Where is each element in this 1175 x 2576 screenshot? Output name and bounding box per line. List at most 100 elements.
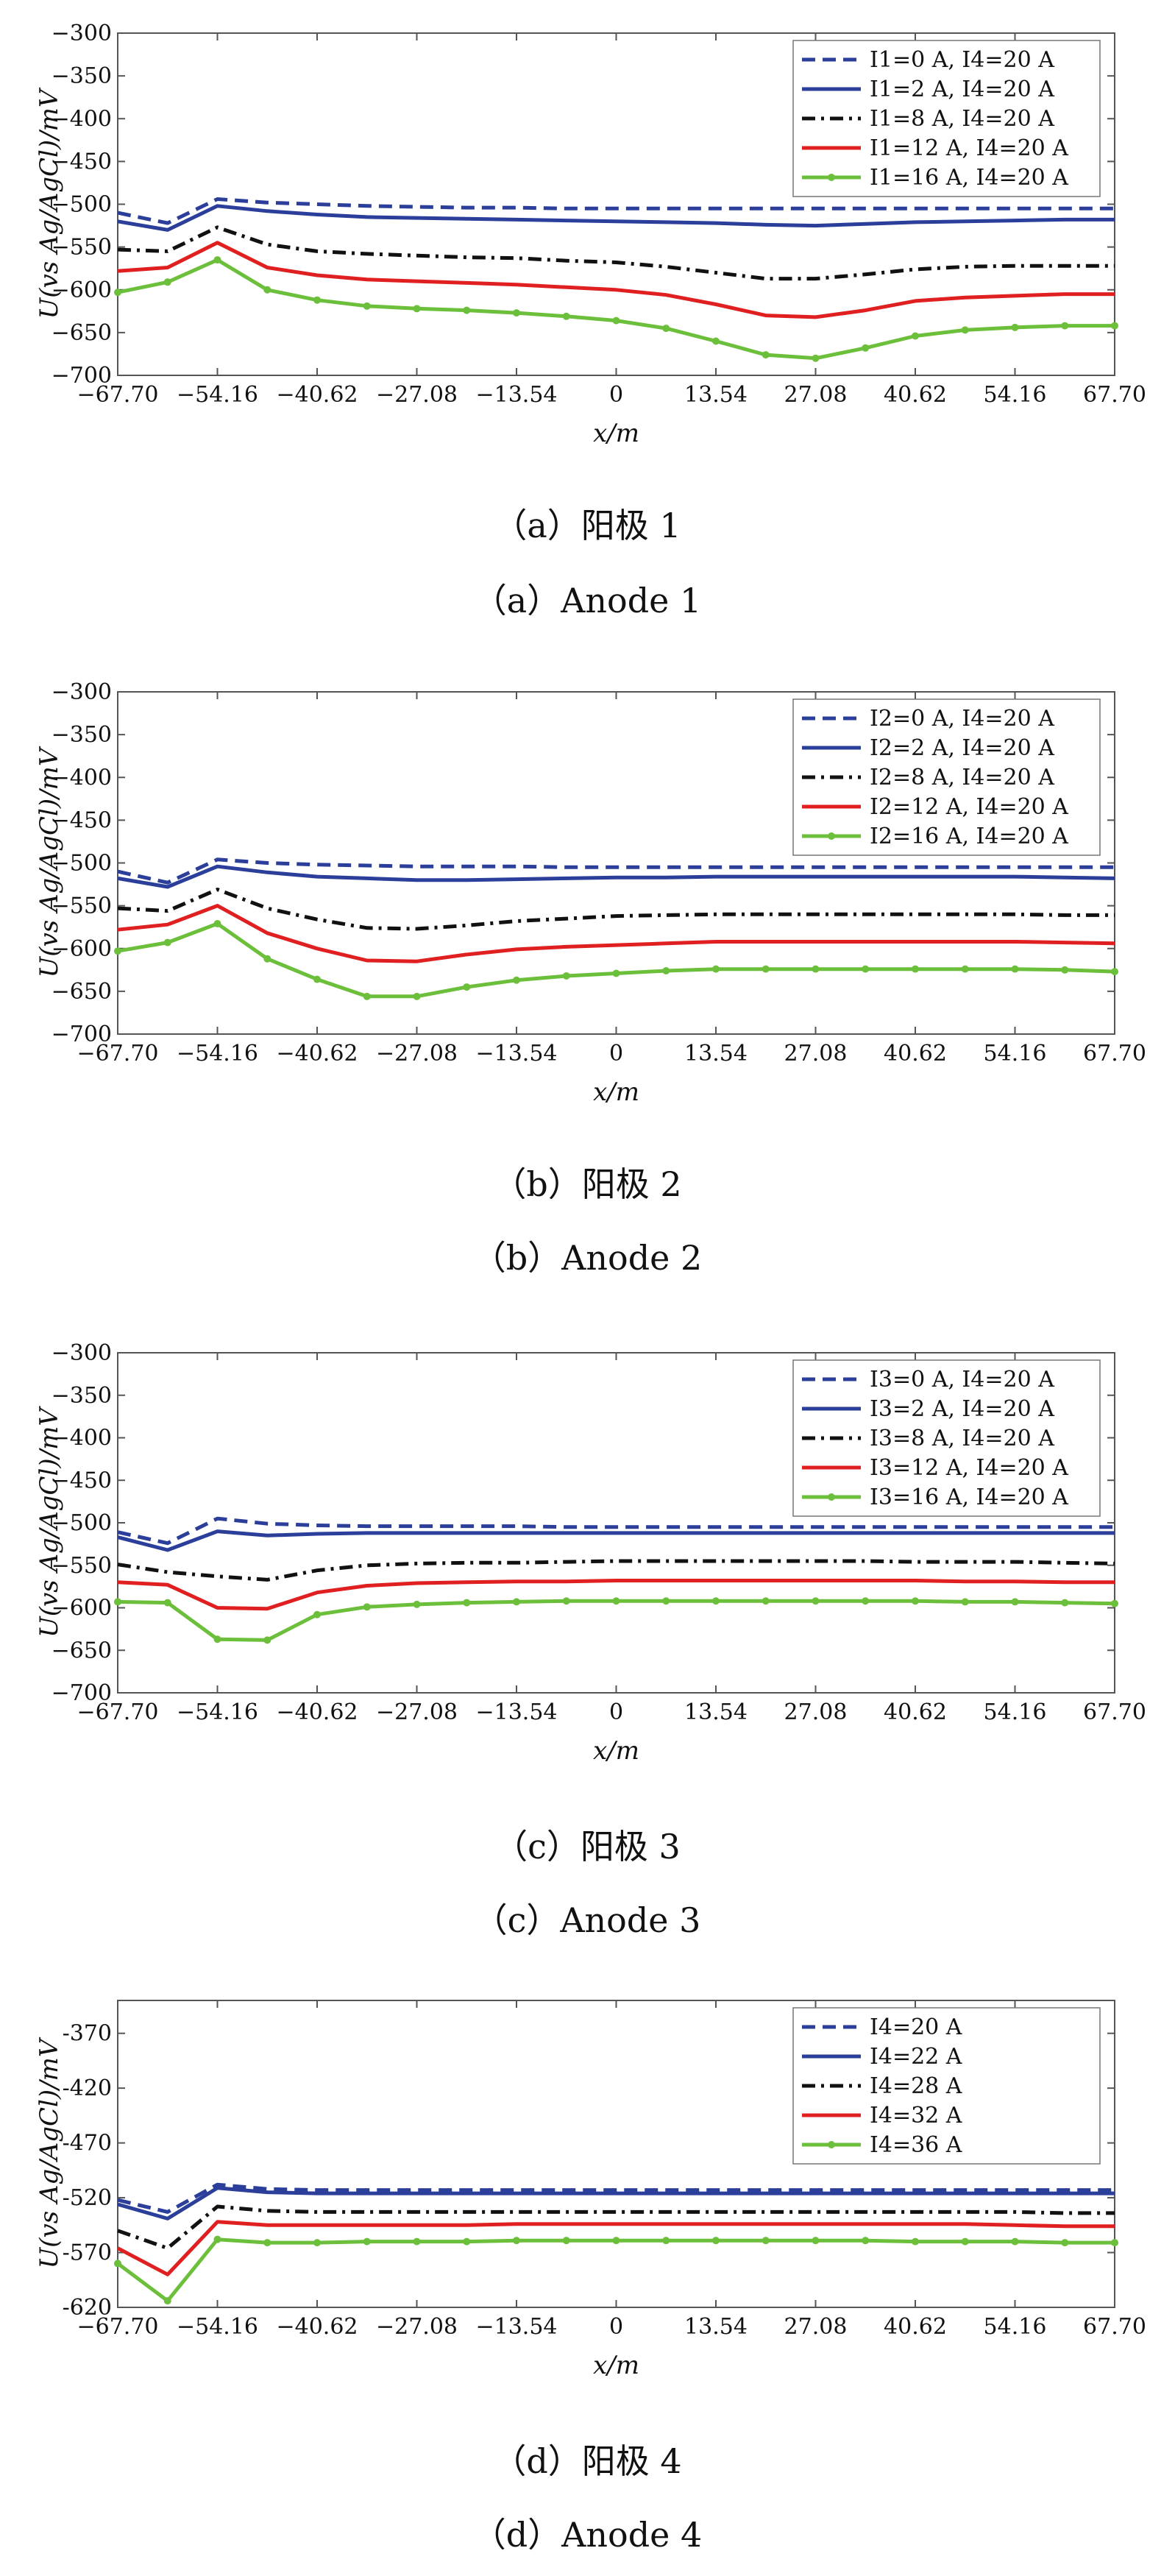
x-tick-label: −54.16: [177, 1699, 258, 1725]
series-point-5: [313, 2239, 321, 2247]
series-point-5: [1111, 968, 1118, 976]
y-tick-label: −300: [52, 679, 112, 705]
y-tick-label: −400: [52, 106, 112, 132]
y-tick-label: −700: [52, 363, 112, 389]
x-axis-title: x/m: [593, 2351, 639, 2380]
y-tick-label: −450: [52, 1468, 112, 1493]
series-point-5: [1011, 2237, 1019, 2246]
caption-english: （d）Anode 4: [472, 2515, 703, 2555]
series-point-5: [313, 296, 321, 304]
legend-box: [792, 1359, 1101, 1517]
y-tick-label: −650: [52, 979, 112, 1005]
series-line-3: [117, 1559, 1115, 1582]
series-point-5: [612, 316, 620, 325]
x-tick-label: 40.62: [884, 1041, 947, 1066]
series-point-5: [662, 2237, 670, 2245]
series-point-5: [812, 965, 820, 973]
legend-label-2: I1=2 A, I4=20 A: [870, 77, 1054, 102]
x-tick-label: −13.54: [475, 1041, 557, 1066]
series-point-5: [562, 1597, 570, 1605]
series-point-5: [213, 256, 221, 264]
legend-marker-5: [828, 2141, 835, 2148]
series-point-5: [1011, 965, 1019, 973]
x-tick-label: 0: [609, 1699, 623, 1725]
x-tick-label: −40.62: [276, 382, 358, 408]
legend-label-4: I1=12 A, I4=20 A: [870, 135, 1068, 161]
series-point-5: [313, 1610, 321, 1618]
series-line-3: [117, 225, 1115, 281]
x-axis-title: x/m: [593, 419, 639, 448]
x-tick-label: 0: [609, 2314, 623, 2340]
x-tick-label: 54.16: [984, 2314, 1047, 2340]
series-point-5: [513, 976, 520, 984]
series-point-5: [862, 2237, 870, 2245]
x-tick-label: −27.08: [376, 1041, 458, 1066]
legend-label-5: I3=16 A, I4=20 A: [870, 1485, 1068, 1510]
series-point-5: [163, 1599, 171, 1607]
x-tick-label: 40.62: [884, 2314, 947, 2340]
legend-box: [792, 2007, 1101, 2165]
x-tick-label: −67.70: [77, 1699, 158, 1725]
y-axis-title: U(vs Ag/AgCl)/mV: [35, 87, 64, 319]
legend-label-3: I4=28 A: [870, 2073, 962, 2099]
series-line-3: [117, 2204, 1115, 2251]
legend-marker-5: [828, 174, 835, 181]
x-tick-label: 54.16: [984, 1699, 1047, 1725]
series-point-5: [413, 305, 421, 313]
x-tick-label: 27.08: [784, 1699, 848, 1725]
series-point-5: [1061, 966, 1069, 974]
series-line-4: [117, 241, 1115, 319]
series-point-5: [912, 332, 919, 340]
y-tick-label: −350: [52, 1383, 112, 1409]
legend-label-1: I4=20 A: [870, 2014, 962, 2040]
series-point-5: [1061, 1599, 1069, 1607]
x-tick-label: −54.16: [177, 2314, 258, 2340]
series-point-5: [562, 312, 570, 320]
series-line-2: [117, 864, 1115, 889]
legend-label-3: I3=8 A, I4=20 A: [870, 1426, 1054, 1451]
y-tick-label: −550: [52, 1553, 112, 1579]
series-point-5: [762, 1597, 770, 1605]
series-point-5: [712, 1597, 720, 1605]
legend-label-4: I4=32 A: [870, 2103, 962, 2129]
legend-label-1: I1=0 A, I4=20 A: [870, 47, 1054, 73]
x-tick-label: 40.62: [884, 1699, 947, 1725]
legend-label-3: I2=8 A, I4=20 A: [870, 765, 1054, 790]
series-point-5: [213, 920, 221, 928]
series-point-5: [413, 992, 421, 1000]
legend-marker-5: [828, 832, 835, 840]
series-point-5: [363, 1603, 371, 1611]
y-tick-label: −600: [52, 1596, 112, 1621]
series-line-1: [117, 197, 1115, 225]
x-tick-label: −54.16: [177, 1041, 258, 1066]
x-tick-label: 54.16: [984, 1041, 1047, 1066]
series-line-1: [117, 2182, 1115, 2214]
series-line-2: [117, 1529, 1115, 1552]
series-point-5: [213, 1635, 221, 1643]
y-tick-label: −550: [52, 235, 112, 261]
legend-label-4: I2=12 A, I4=20 A: [870, 794, 1068, 820]
x-axis-title: x/m: [593, 1736, 639, 1766]
series-point-5: [912, 1597, 919, 1605]
y-tick-label: −450: [52, 807, 112, 833]
series-point-5: [712, 337, 720, 345]
series-point-5: [463, 983, 471, 991]
x-tick-label: 67.70: [1083, 1699, 1146, 1725]
legend-label-5: I2=16 A, I4=20 A: [870, 824, 1068, 849]
series-point-5: [263, 286, 271, 294]
series-line-2: [117, 2186, 1115, 2221]
series-point-5: [463, 1599, 471, 1607]
series-point-5: [163, 938, 171, 946]
y-tick-label: −300: [52, 1340, 112, 1366]
series-point-5: [812, 1597, 820, 1605]
series-point-5: [612, 2237, 620, 2245]
series-point-5: [363, 992, 371, 1000]
x-tick-label: −40.62: [276, 1041, 358, 1066]
series-point-5: [862, 965, 870, 973]
x-tick-label: 40.62: [884, 382, 947, 408]
chart-panel-3: −300 −350 −400 −450 −500 −550 −600 −650 −700−67.…: [35, 1340, 1146, 1940]
legend-label-2: I3=2 A, I4=20 A: [870, 1396, 1054, 1422]
series-point-5: [812, 354, 820, 362]
series-point-5: [114, 1598, 121, 1606]
series-point-5: [213, 2235, 221, 2243]
